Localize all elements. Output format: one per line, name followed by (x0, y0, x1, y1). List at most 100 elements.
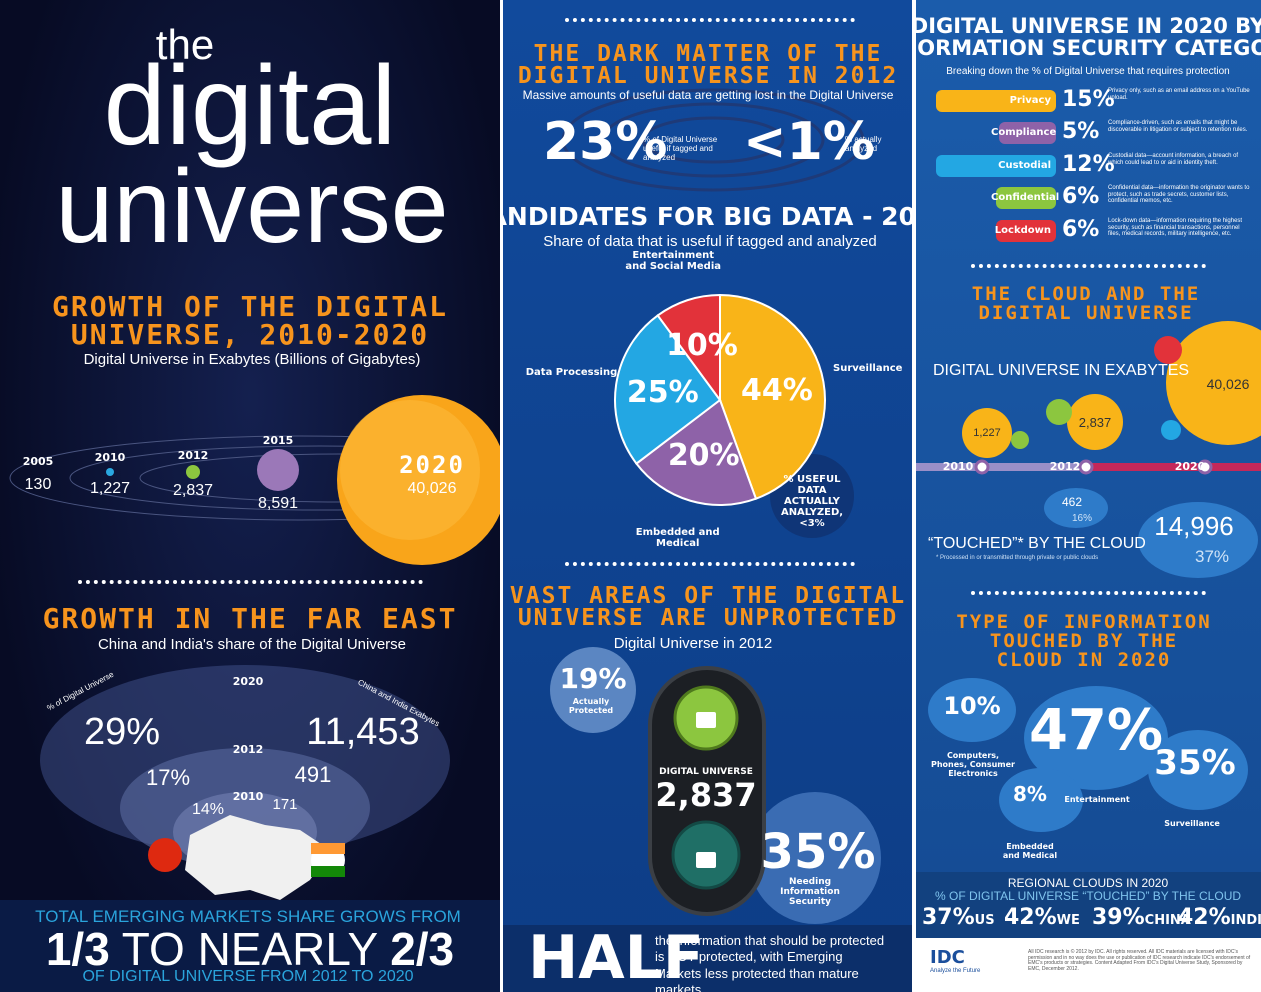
type-pct: 35% (1154, 743, 1236, 783)
section-title: GROWTH OF THE DIGITAL (51, 290, 449, 323)
ring-year: 2020 (232, 675, 264, 688)
year-label: 2020 (399, 451, 465, 479)
divider (565, 562, 855, 566)
region: 37%US (922, 905, 995, 930)
pill (936, 90, 1056, 112)
protected-bubble (550, 647, 636, 733)
center-value: 2,837 (655, 776, 757, 814)
ring-exabytes: 171 (272, 796, 298, 813)
exabytes-label: DIGITAL UNIVERSE IN EXABYTES (933, 362, 1190, 379)
footer-band (0, 900, 500, 992)
section-title: THE CLOUD AND THE (971, 283, 1201, 305)
cloud-shape (1148, 730, 1248, 810)
pill (996, 187, 1056, 209)
year-label: 2012 (177, 449, 209, 462)
bubble-value: 1,227 (973, 427, 1001, 439)
idc-logo: IDC (930, 947, 965, 968)
spiral (561, 88, 865, 192)
section-title: UNIVERSE, 2010-2020 (70, 318, 430, 351)
region-value: 42% (1004, 905, 1057, 930)
footer-line: OF DIGITAL UNIVERSE FROM 2012 TO 2020 (82, 968, 414, 985)
section-subtitle: Digital Universe in Exabytes (Billions o… (83, 351, 421, 368)
category-name: Confidential (991, 192, 1060, 203)
protected-value: 19% (559, 662, 627, 695)
type-pct: 10% (943, 692, 1001, 720)
deco-dot (1011, 431, 1029, 449)
footnote: * Processed in or transmitted through pr… (936, 555, 1099, 561)
year-value: 8,591 (257, 495, 299, 512)
half-text: the information that should be protected… (655, 933, 885, 992)
deco-dot (1161, 420, 1181, 440)
region-value: 42% (1178, 905, 1231, 930)
title-digital: digital (103, 43, 397, 168)
category-name: Compliance (991, 127, 1057, 138)
cloud-shape (928, 678, 1016, 742)
section-title: CLOUD IN 2020 (996, 649, 1172, 671)
cloud-shape (1044, 488, 1108, 528)
flag-india-stripe (311, 843, 345, 854)
type-pct: 47% (1028, 698, 1164, 763)
timeline-year: 2012 (1049, 460, 1081, 473)
needing-label: Needing Information Security (780, 877, 840, 907)
title-the: the (155, 21, 215, 68)
lock-icon (696, 852, 716, 868)
year-label: 2015 (262, 434, 294, 447)
orbit (9, 435, 500, 521)
section-subtitle: Breaking down the % of Digital Universe … (946, 66, 1230, 77)
type-pct: 8% (1013, 782, 1047, 806)
bubble (1067, 394, 1123, 450)
ring-share: 17% (145, 765, 191, 790)
region-value: 37% (922, 905, 975, 930)
timeline-node (1197, 459, 1213, 475)
category-pct: 6% (1062, 217, 1100, 242)
panel3-graphics (916, 90, 1261, 992)
sun-glow (340, 400, 480, 540)
pie-slice (635, 398, 758, 506)
timeline-node (1078, 459, 1094, 475)
stat-note: % actually analyzed (845, 135, 882, 153)
touched-pct: 16% (1071, 513, 1093, 524)
orbit (69, 445, 500, 511)
section-title: DIGITAL UNIVERSE (978, 302, 1194, 324)
pie-slice (719, 293, 826, 500)
spiral-ring (561, 88, 865, 192)
divider (565, 18, 855, 22)
map-china-india (185, 815, 330, 900)
planet (106, 468, 114, 476)
lock-icon (696, 712, 716, 728)
chart-title: CANDIDATES FOR BIG DATA - 2020 (503, 202, 912, 231)
divider (971, 264, 1206, 268)
bubble-value: 2,837 (1078, 415, 1112, 430)
region-name: INDIA (1230, 913, 1261, 928)
half: HALF (528, 923, 704, 992)
region-name: US (974, 913, 995, 928)
spiral-ring (601, 102, 825, 178)
year-value: 2,837 (172, 482, 214, 499)
protected-label: Actually Protected (568, 697, 614, 715)
stat: 23% (543, 112, 668, 172)
type-label: Surveillance (1164, 819, 1220, 828)
slice-category-label: Embedded and Medical (635, 527, 720, 550)
section-title: DIGITAL UNIVERSE IN 2020 BY (916, 14, 1261, 38)
year-value: 1,227 (89, 480, 131, 497)
section-subtitle: China and India's share of the Digital U… (97, 636, 407, 653)
category-pct: 12% (1062, 152, 1115, 177)
section-title: DIGITAL UNIVERSE IN 2012 (517, 63, 899, 89)
region-value: 39% (1092, 905, 1145, 930)
ring-exabytes: 11,453 (306, 711, 420, 753)
planet (186, 465, 200, 479)
touched-pct: 37% (1194, 547, 1230, 566)
center-label: DIGITAL UNIVERSE (659, 767, 753, 777)
deco-dot (1154, 336, 1182, 364)
regional-subtitle: % OF DIGITAL UNIVERSE “TOUCHED” BY THE C… (934, 889, 1242, 903)
region: 39%CHINA (1092, 905, 1191, 930)
year-label: 2010 (94, 451, 126, 464)
section-title: GROWTH IN THE FAR EAST (42, 602, 458, 635)
type-label: Embedded and Medical (1002, 842, 1058, 860)
cloud-shape (1138, 502, 1258, 578)
category-pct: 15% (1062, 87, 1115, 112)
callout: % USEFUL DATA ACTUALLY ANALYZED, <3% (780, 474, 844, 529)
footer-big-b: 2/3 (390, 923, 455, 975)
type-label: Computers, Phones, Consumer Electronics (931, 751, 1015, 778)
panel-cloud: DIGITAL UNIVERSE IN 2020 BY INFORMATION … (916, 0, 1261, 992)
